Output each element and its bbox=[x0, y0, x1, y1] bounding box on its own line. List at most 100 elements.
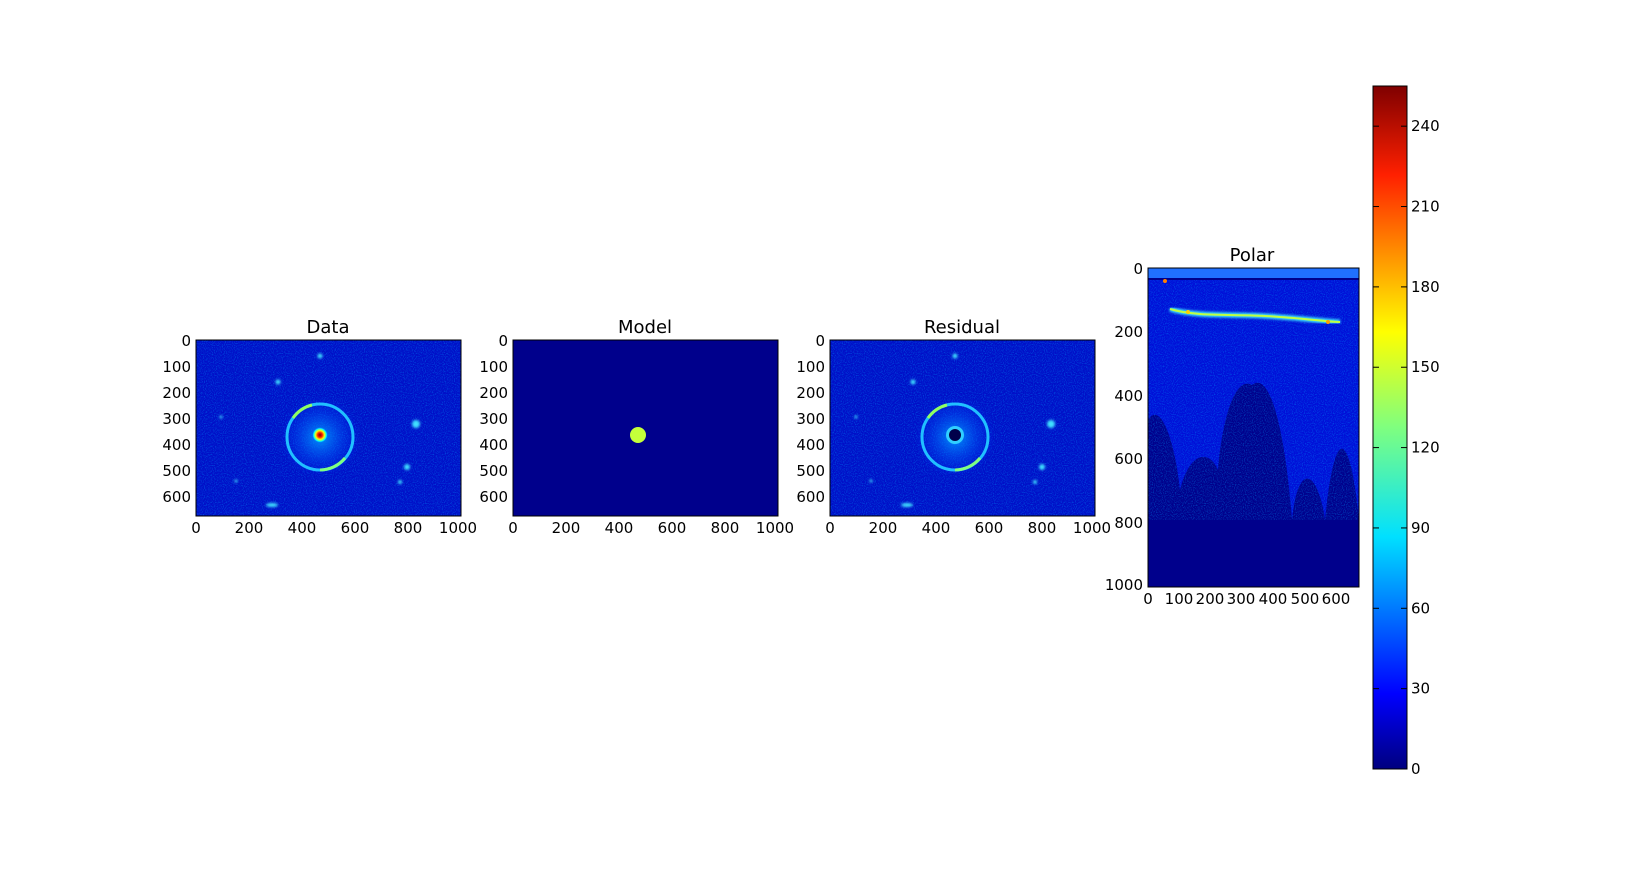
y-tick-label: 1000 bbox=[1105, 576, 1143, 594]
polar-arc-core bbox=[1169, 308, 1341, 323]
y-tick-label: 600 bbox=[479, 488, 508, 506]
y-tick-label: 400 bbox=[1114, 387, 1143, 405]
colorbar-tick-label: 30 bbox=[1411, 680, 1430, 698]
colorbar-tick-label: 60 bbox=[1411, 599, 1430, 617]
x-tick-label: 0 bbox=[191, 519, 201, 537]
x-tick-label: 800 bbox=[394, 519, 423, 537]
data-ring-arc-1 bbox=[291, 403, 313, 419]
panel-title-residual: Residual bbox=[924, 317, 1000, 338]
panel-residual: Residual 0 200 400 bbox=[796, 317, 1111, 537]
source bbox=[910, 379, 916, 385]
colorbar-tick-label: 240 bbox=[1411, 117, 1440, 135]
panel-title-model: Model bbox=[618, 317, 672, 338]
panel-model: Model 0 200 400 600 800 1000 0 100 200 3… bbox=[479, 317, 794, 537]
polar-hotspot bbox=[1186, 310, 1190, 314]
y-tick-label: 400 bbox=[162, 436, 191, 454]
plot-area-residual bbox=[829, 339, 1096, 517]
data-core bbox=[312, 427, 328, 443]
colorbar-tick-label: 90 bbox=[1411, 519, 1430, 537]
x-tick-label: 800 bbox=[1028, 519, 1057, 537]
panel-title-polar: Polar bbox=[1230, 245, 1275, 266]
x-tick-label: 0 bbox=[508, 519, 518, 537]
x-tick-label: 600 bbox=[1322, 590, 1351, 608]
x-tick-label: 200 bbox=[869, 519, 898, 537]
colorbar-gradient bbox=[1372, 85, 1408, 770]
residual-hole bbox=[949, 429, 961, 441]
model-source bbox=[630, 427, 646, 443]
plot-area-model bbox=[512, 339, 779, 517]
y-tick-label: 400 bbox=[479, 436, 508, 454]
residual-compact-sources bbox=[854, 353, 1055, 507]
source bbox=[1047, 420, 1055, 428]
x-tick-label: 1000 bbox=[756, 519, 794, 537]
y-tick-label: 200 bbox=[796, 384, 825, 402]
colorbar-tick-label: 150 bbox=[1411, 358, 1440, 376]
source bbox=[1039, 464, 1045, 470]
y-tick-label: 500 bbox=[479, 462, 508, 480]
y-tick-label: 0 bbox=[815, 332, 825, 350]
x-tick-label: 400 bbox=[288, 519, 317, 537]
colorbar-tick-label: 120 bbox=[1411, 439, 1440, 457]
y-tick-label: 400 bbox=[796, 436, 825, 454]
source bbox=[901, 503, 913, 507]
polar-top-band bbox=[1148, 268, 1359, 278]
x-tick-label: 1000 bbox=[439, 519, 477, 537]
plot-area-polar bbox=[1147, 267, 1360, 588]
y-tick-label: 200 bbox=[479, 384, 508, 402]
x-tick-label: 200 bbox=[1196, 590, 1225, 608]
y-ticks-polar: 0 200 400 600 800 1000 bbox=[1105, 260, 1143, 594]
x-tick-label: 600 bbox=[975, 519, 1004, 537]
x-tick-label: 1000 bbox=[1073, 519, 1111, 537]
y-tick-label: 0 bbox=[181, 332, 191, 350]
source bbox=[404, 464, 410, 470]
colorbar-tick-label: 0 bbox=[1411, 760, 1421, 778]
model-background bbox=[513, 340, 778, 516]
source bbox=[952, 353, 958, 359]
y-tick-label: 200 bbox=[162, 384, 191, 402]
axes-frame-residual bbox=[829, 339, 1096, 517]
x-tick-label: 200 bbox=[235, 519, 264, 537]
axes-frame-model bbox=[512, 339, 779, 517]
axes-frame-polar bbox=[1147, 267, 1360, 588]
colorbar-ticks: 0 30 60 90 120 150 180 210 240 bbox=[1373, 117, 1440, 778]
polar-hotspot bbox=[1326, 320, 1330, 324]
y-tick-label: 0 bbox=[498, 332, 508, 350]
x-tick-label: 800 bbox=[711, 519, 740, 537]
axes-frame-data bbox=[195, 339, 462, 517]
x-tick-label: 600 bbox=[341, 519, 370, 537]
y-tick-label: 300 bbox=[162, 410, 191, 428]
source bbox=[275, 379, 281, 385]
source bbox=[266, 503, 278, 507]
x-tick-label: 400 bbox=[605, 519, 634, 537]
source bbox=[412, 420, 420, 428]
x-tick-label: 200 bbox=[552, 519, 581, 537]
x-tick-label: 0 bbox=[1143, 590, 1153, 608]
y-tick-label: 200 bbox=[1114, 323, 1143, 341]
data-ring-arc-2 bbox=[319, 456, 347, 472]
source bbox=[1033, 480, 1037, 484]
colorbar-tick-label: 180 bbox=[1411, 278, 1440, 296]
panel-title-data: Data bbox=[307, 317, 350, 338]
x-tick-label: 400 bbox=[922, 519, 951, 537]
x-tick-label: 500 bbox=[1291, 590, 1320, 608]
x-ticks-data: 0 200 400 600 800 1000 bbox=[191, 519, 477, 537]
y-tick-label: 100 bbox=[479, 358, 508, 376]
panel-polar: Polar 0 100 200 300 400 500 600 0 200 40… bbox=[1105, 245, 1360, 608]
x-tick-label: 0 bbox=[825, 519, 835, 537]
plot-area-data bbox=[195, 339, 462, 517]
y-tick-label: 0 bbox=[1133, 260, 1143, 278]
x-tick-label: 600 bbox=[658, 519, 687, 537]
y-ticks-residual: 0 100 200 300 400 500 600 bbox=[796, 332, 825, 506]
y-tick-label: 600 bbox=[796, 488, 825, 506]
y-tick-label: 500 bbox=[796, 462, 825, 480]
y-tick-label: 600 bbox=[1114, 450, 1143, 468]
y-tick-label: 500 bbox=[162, 462, 191, 480]
x-tick-label: 300 bbox=[1227, 590, 1256, 608]
polar-hotspot bbox=[1163, 279, 1167, 283]
colorbar: 0 30 60 90 120 150 180 210 240 bbox=[1372, 85, 1440, 778]
source bbox=[234, 479, 238, 483]
source bbox=[398, 480, 402, 484]
x-ticks-model: 0 200 400 600 800 1000 bbox=[508, 519, 794, 537]
y-tick-label: 100 bbox=[796, 358, 825, 376]
source bbox=[317, 353, 323, 359]
